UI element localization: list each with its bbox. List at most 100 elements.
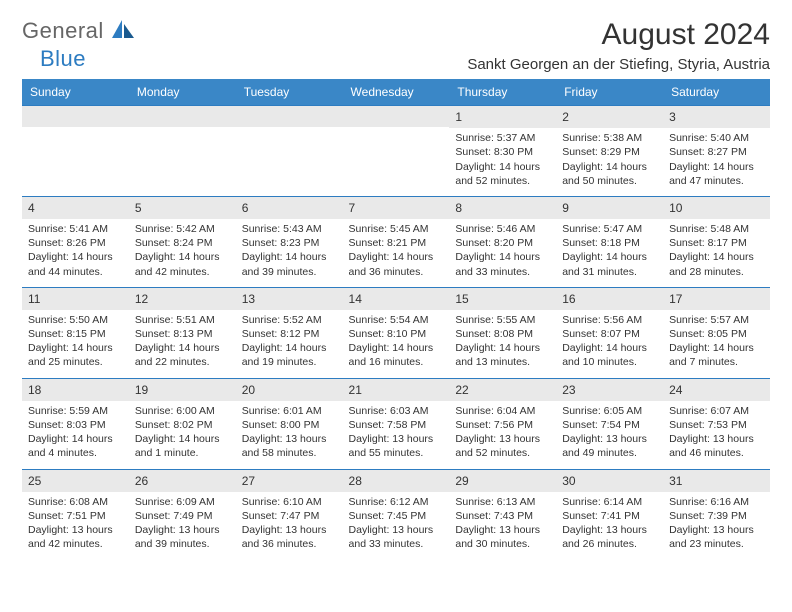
- day-number: 26: [129, 470, 236, 492]
- day-number: 6: [236, 197, 343, 219]
- day-number: 29: [449, 470, 556, 492]
- weekday-header: Thursday: [449, 79, 556, 106]
- daylight-text: Daylight: 14 hours and 28 minutes.: [669, 250, 764, 278]
- sunrise-text: Sunrise: 5:41 AM: [28, 222, 123, 236]
- week-row: 4Sunrise: 5:41 AMSunset: 8:26 PMDaylight…: [22, 196, 770, 287]
- sunset-text: Sunset: 8:03 PM: [28, 418, 123, 432]
- daylight-text: Daylight: 13 hours and 23 minutes.: [669, 523, 764, 551]
- day-number: 11: [22, 288, 129, 310]
- day-cell: 18Sunrise: 5:59 AMSunset: 8:03 PMDayligh…: [22, 378, 129, 469]
- day-number: 2: [556, 106, 663, 128]
- day-number: 16: [556, 288, 663, 310]
- day-cell: 22 Sunrise: 6:04 AMSunset: 7:56 PMDayligh…: [449, 378, 556, 469]
- week-row: 18 Sunrise: 5:59 AMSunset: 8:03 PM Dayligh…: [22, 378, 770, 469]
- day-cell: 21 Sunrise: 6:03 AMSunset: 7:58 PMDayligh…: [343, 378, 450, 469]
- day-number: 28: [343, 470, 450, 492]
- sunrise-text: Sunrise: 5:47 AM: [562, 222, 657, 236]
- day-number: 24: [663, 379, 770, 401]
- logo: General Blue: [22, 18, 162, 72]
- daylight-text: Daylight: 14 hours and 44 minutes.: [28, 250, 123, 278]
- daylight-text: Daylight: 13 hours and 55 minutes.: [349, 432, 444, 460]
- weekday-header: Sunday: [22, 79, 129, 106]
- sunset-text: Sunset: 8:18 PM: [562, 236, 657, 250]
- empty-day-cell: [236, 106, 343, 197]
- daylight-text: Daylight: 14 hours and 19 minutes.: [242, 341, 337, 369]
- daylight-text: Daylight: 13 hours and 52 minutes.: [455, 432, 550, 460]
- day-cell: 8Sunrise: 5:46 AMSunset: 8:20 PMDaylight…: [449, 196, 556, 287]
- sunset-text: Sunset: 8:13 PM: [135, 327, 230, 341]
- sunrise-text: Sunrise: 6:13 AM: [455, 495, 550, 509]
- weekday-header: Saturday: [663, 79, 770, 106]
- day-number: 31: [663, 470, 770, 492]
- weekday-header: Monday: [129, 79, 236, 106]
- sunset-text: Sunset: 7:41 PM: [562, 509, 657, 523]
- sunset-text: Sunset: 8:30 PM: [455, 145, 550, 159]
- sunset-text: Sunset: 7:51 PM: [28, 509, 123, 523]
- daylight-text: Daylight: 14 hours and 7 minutes.: [669, 341, 764, 369]
- daylight-text: Daylight: 14 hours and 42 minutes.: [135, 250, 230, 278]
- location-text: Sankt Georgen an der Stiefing, Styria, A…: [467, 56, 770, 73]
- sunset-text: Sunset: 7:53 PM: [669, 418, 764, 432]
- daylight-text: Daylight: 13 hours and 46 minutes.: [669, 432, 764, 460]
- day-cell: 17Sunrise: 5:57 AMSunset: 8:05 PMDayligh…: [663, 287, 770, 378]
- sunrise-text: Sunrise: 6:10 AM: [242, 495, 337, 509]
- day-cell: 14Sunrise: 5:54 AMSunset: 8:10 PMDayligh…: [343, 287, 450, 378]
- day-number: 30: [556, 470, 663, 492]
- daylight-text: Daylight: 14 hours and 25 minutes.: [28, 341, 123, 369]
- sunrise-text: Sunrise: 5:38 AM: [562, 131, 657, 145]
- sunrise-text: Sunrise: 5:37 AM: [455, 131, 550, 145]
- sunset-text: Sunset: 8:08 PM: [455, 327, 550, 341]
- month-title: August 2024: [467, 18, 770, 52]
- day-number: 15: [449, 288, 556, 310]
- sunrise-text: Sunrise: 5:56 AM: [562, 313, 657, 327]
- daylight-text: Daylight: 14 hours and 39 minutes.: [242, 250, 337, 278]
- sunset-text: Sunset: 8:17 PM: [669, 236, 764, 250]
- day-cell: 13Sunrise: 5:52 AMSunset: 8:12 PMDayligh…: [236, 287, 343, 378]
- sunrise-text: Sunrise: 5:48 AM: [669, 222, 764, 236]
- sunrise-text: Sunrise: 6:04 AM: [455, 404, 550, 418]
- sunrise-text: Sunrise: 6:07 AM: [669, 404, 764, 418]
- sunset-text: Sunset: 7:58 PM: [349, 418, 444, 432]
- day-number: 9: [556, 197, 663, 219]
- daylight-text: Daylight: 14 hours and 10 minutes.: [562, 341, 657, 369]
- day-cell: 4Sunrise: 5:41 AMSunset: 8:26 PMDaylight…: [22, 196, 129, 287]
- sunset-text: Sunset: 8:10 PM: [349, 327, 444, 341]
- day-cell: 27Sunrise: 6:10 AMSunset: 7:47 PMDayligh…: [236, 469, 343, 559]
- day-number: 22: [449, 379, 556, 401]
- daylight-text: Daylight: 13 hours and 33 minutes.: [349, 523, 444, 551]
- week-row: 25Sunrise: 6:08 AMSunset: 7:51 PMDayligh…: [22, 469, 770, 559]
- day-cell: 10 Sunrise: 5:48 AMSunset: 8:17 PMDayligh…: [663, 196, 770, 287]
- day-cell: 30Sunrise: 6:14 AMSunset: 7:41 PMDayligh…: [556, 469, 663, 559]
- sunrise-text: Sunrise: 6:03 AM: [349, 404, 444, 418]
- sunrise-text: Sunrise: 5:54 AM: [349, 313, 444, 327]
- logo-text-blue: Blue: [40, 46, 86, 72]
- day-number: 10: [663, 197, 770, 219]
- sunset-text: Sunset: 7:43 PM: [455, 509, 550, 523]
- sunrise-text: Sunrise: 6:00 AM: [135, 404, 230, 418]
- daylight-text: Daylight: 14 hours and 33 minutes.: [455, 250, 550, 278]
- daylight-text: Daylight: 13 hours and 30 minutes.: [455, 523, 550, 551]
- day-number: 4: [22, 197, 129, 219]
- sunrise-text: Sunrise: 6:16 AM: [669, 495, 764, 509]
- sunset-text: Sunset: 8:29 PM: [562, 145, 657, 159]
- daylight-text: Daylight: 14 hours and 31 minutes.: [562, 250, 657, 278]
- sunset-text: Sunset: 8:12 PM: [242, 327, 337, 341]
- day-number: 3: [663, 106, 770, 128]
- day-number: 1: [449, 106, 556, 128]
- empty-day-cell: [343, 106, 450, 197]
- daylight-text: Daylight: 14 hours and 1 minute.: [135, 432, 230, 460]
- weekday-header: Friday: [556, 79, 663, 106]
- sunrise-text: Sunrise: 5:59 AM: [28, 404, 123, 418]
- sunrise-text: Sunrise: 5:52 AM: [242, 313, 337, 327]
- day-cell: 20Sunrise: 6:01 AMSunset: 8:00 PMDayligh…: [236, 378, 343, 469]
- sunset-text: Sunset: 7:56 PM: [455, 418, 550, 432]
- sunset-text: Sunset: 7:49 PM: [135, 509, 230, 523]
- daylight-text: Daylight: 14 hours and 22 minutes.: [135, 341, 230, 369]
- day-number: 21: [343, 379, 450, 401]
- day-cell: 11Sunrise: 5:50 AMSunset: 8:15 PMDayligh…: [22, 287, 129, 378]
- day-cell: 2Sunrise: 5:38 AMSunset: 8:29 PMDaylight…: [556, 106, 663, 197]
- day-number: 18: [22, 379, 129, 401]
- page-header: General Blue August 2024 Sankt Georgen a…: [22, 18, 770, 73]
- sunrise-text: Sunrise: 5:57 AM: [669, 313, 764, 327]
- day-number: 8: [449, 197, 556, 219]
